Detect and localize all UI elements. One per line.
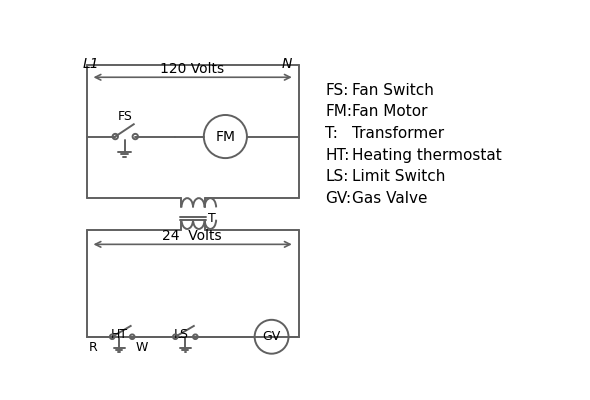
Text: Fan Switch: Fan Switch	[352, 83, 434, 98]
Text: T:: T:	[326, 126, 338, 141]
Text: R: R	[88, 341, 97, 354]
Text: HT:: HT:	[326, 148, 350, 162]
Text: Gas Valve: Gas Valve	[352, 191, 428, 206]
Text: FM:: FM:	[326, 104, 352, 120]
Text: 24  Volts: 24 Volts	[162, 229, 222, 243]
Text: GV: GV	[263, 330, 281, 343]
Text: LS:: LS:	[326, 169, 349, 184]
Text: FS:: FS:	[326, 83, 349, 98]
Text: W: W	[135, 341, 148, 354]
Text: Limit Switch: Limit Switch	[352, 169, 446, 184]
Text: L1: L1	[83, 57, 100, 71]
Text: T: T	[208, 212, 216, 225]
Text: Heating thermostat: Heating thermostat	[352, 148, 502, 162]
Text: FS: FS	[117, 110, 132, 123]
Text: HT: HT	[110, 328, 127, 340]
Text: FM: FM	[215, 130, 235, 144]
Text: Fan Motor: Fan Motor	[352, 104, 428, 120]
Text: GV:: GV:	[326, 191, 352, 206]
Text: LS: LS	[174, 328, 189, 340]
Text: 120 Volts: 120 Volts	[160, 62, 224, 76]
Text: Transformer: Transformer	[352, 126, 444, 141]
Text: N: N	[281, 57, 292, 71]
